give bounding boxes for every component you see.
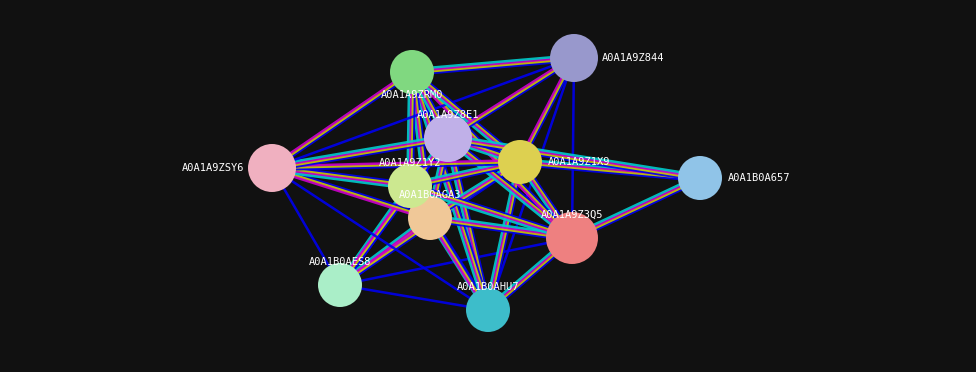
Circle shape <box>388 164 432 208</box>
Text: A0A1A9Z8E1: A0A1A9Z8E1 <box>417 110 479 120</box>
Text: A0A1B0AHU7: A0A1B0AHU7 <box>457 282 519 292</box>
Text: A0A1A9ZSY6: A0A1A9ZSY6 <box>182 163 244 173</box>
Text: A0A1A9Z1Y2: A0A1A9Z1Y2 <box>379 158 441 168</box>
Circle shape <box>550 34 598 82</box>
Circle shape <box>424 114 472 162</box>
Circle shape <box>498 140 542 184</box>
Text: A0A1B0AES8: A0A1B0AES8 <box>308 257 371 267</box>
Circle shape <box>546 212 598 264</box>
Circle shape <box>466 288 510 332</box>
Circle shape <box>248 144 296 192</box>
Text: A0A1B0AGA3: A0A1B0AGA3 <box>399 190 462 200</box>
Circle shape <box>408 196 452 240</box>
Text: A0A1A9Z844: A0A1A9Z844 <box>602 53 665 63</box>
Circle shape <box>318 263 362 307</box>
Circle shape <box>678 156 722 200</box>
Text: A0A1A9ZRM0: A0A1A9ZRM0 <box>381 90 443 100</box>
Text: A0A1A9Z1X9: A0A1A9Z1X9 <box>548 157 611 167</box>
Text: A0A1B0A657: A0A1B0A657 <box>728 173 791 183</box>
Text: A0A1A9Z3Q5: A0A1A9Z3Q5 <box>541 210 603 220</box>
Circle shape <box>390 50 434 94</box>
